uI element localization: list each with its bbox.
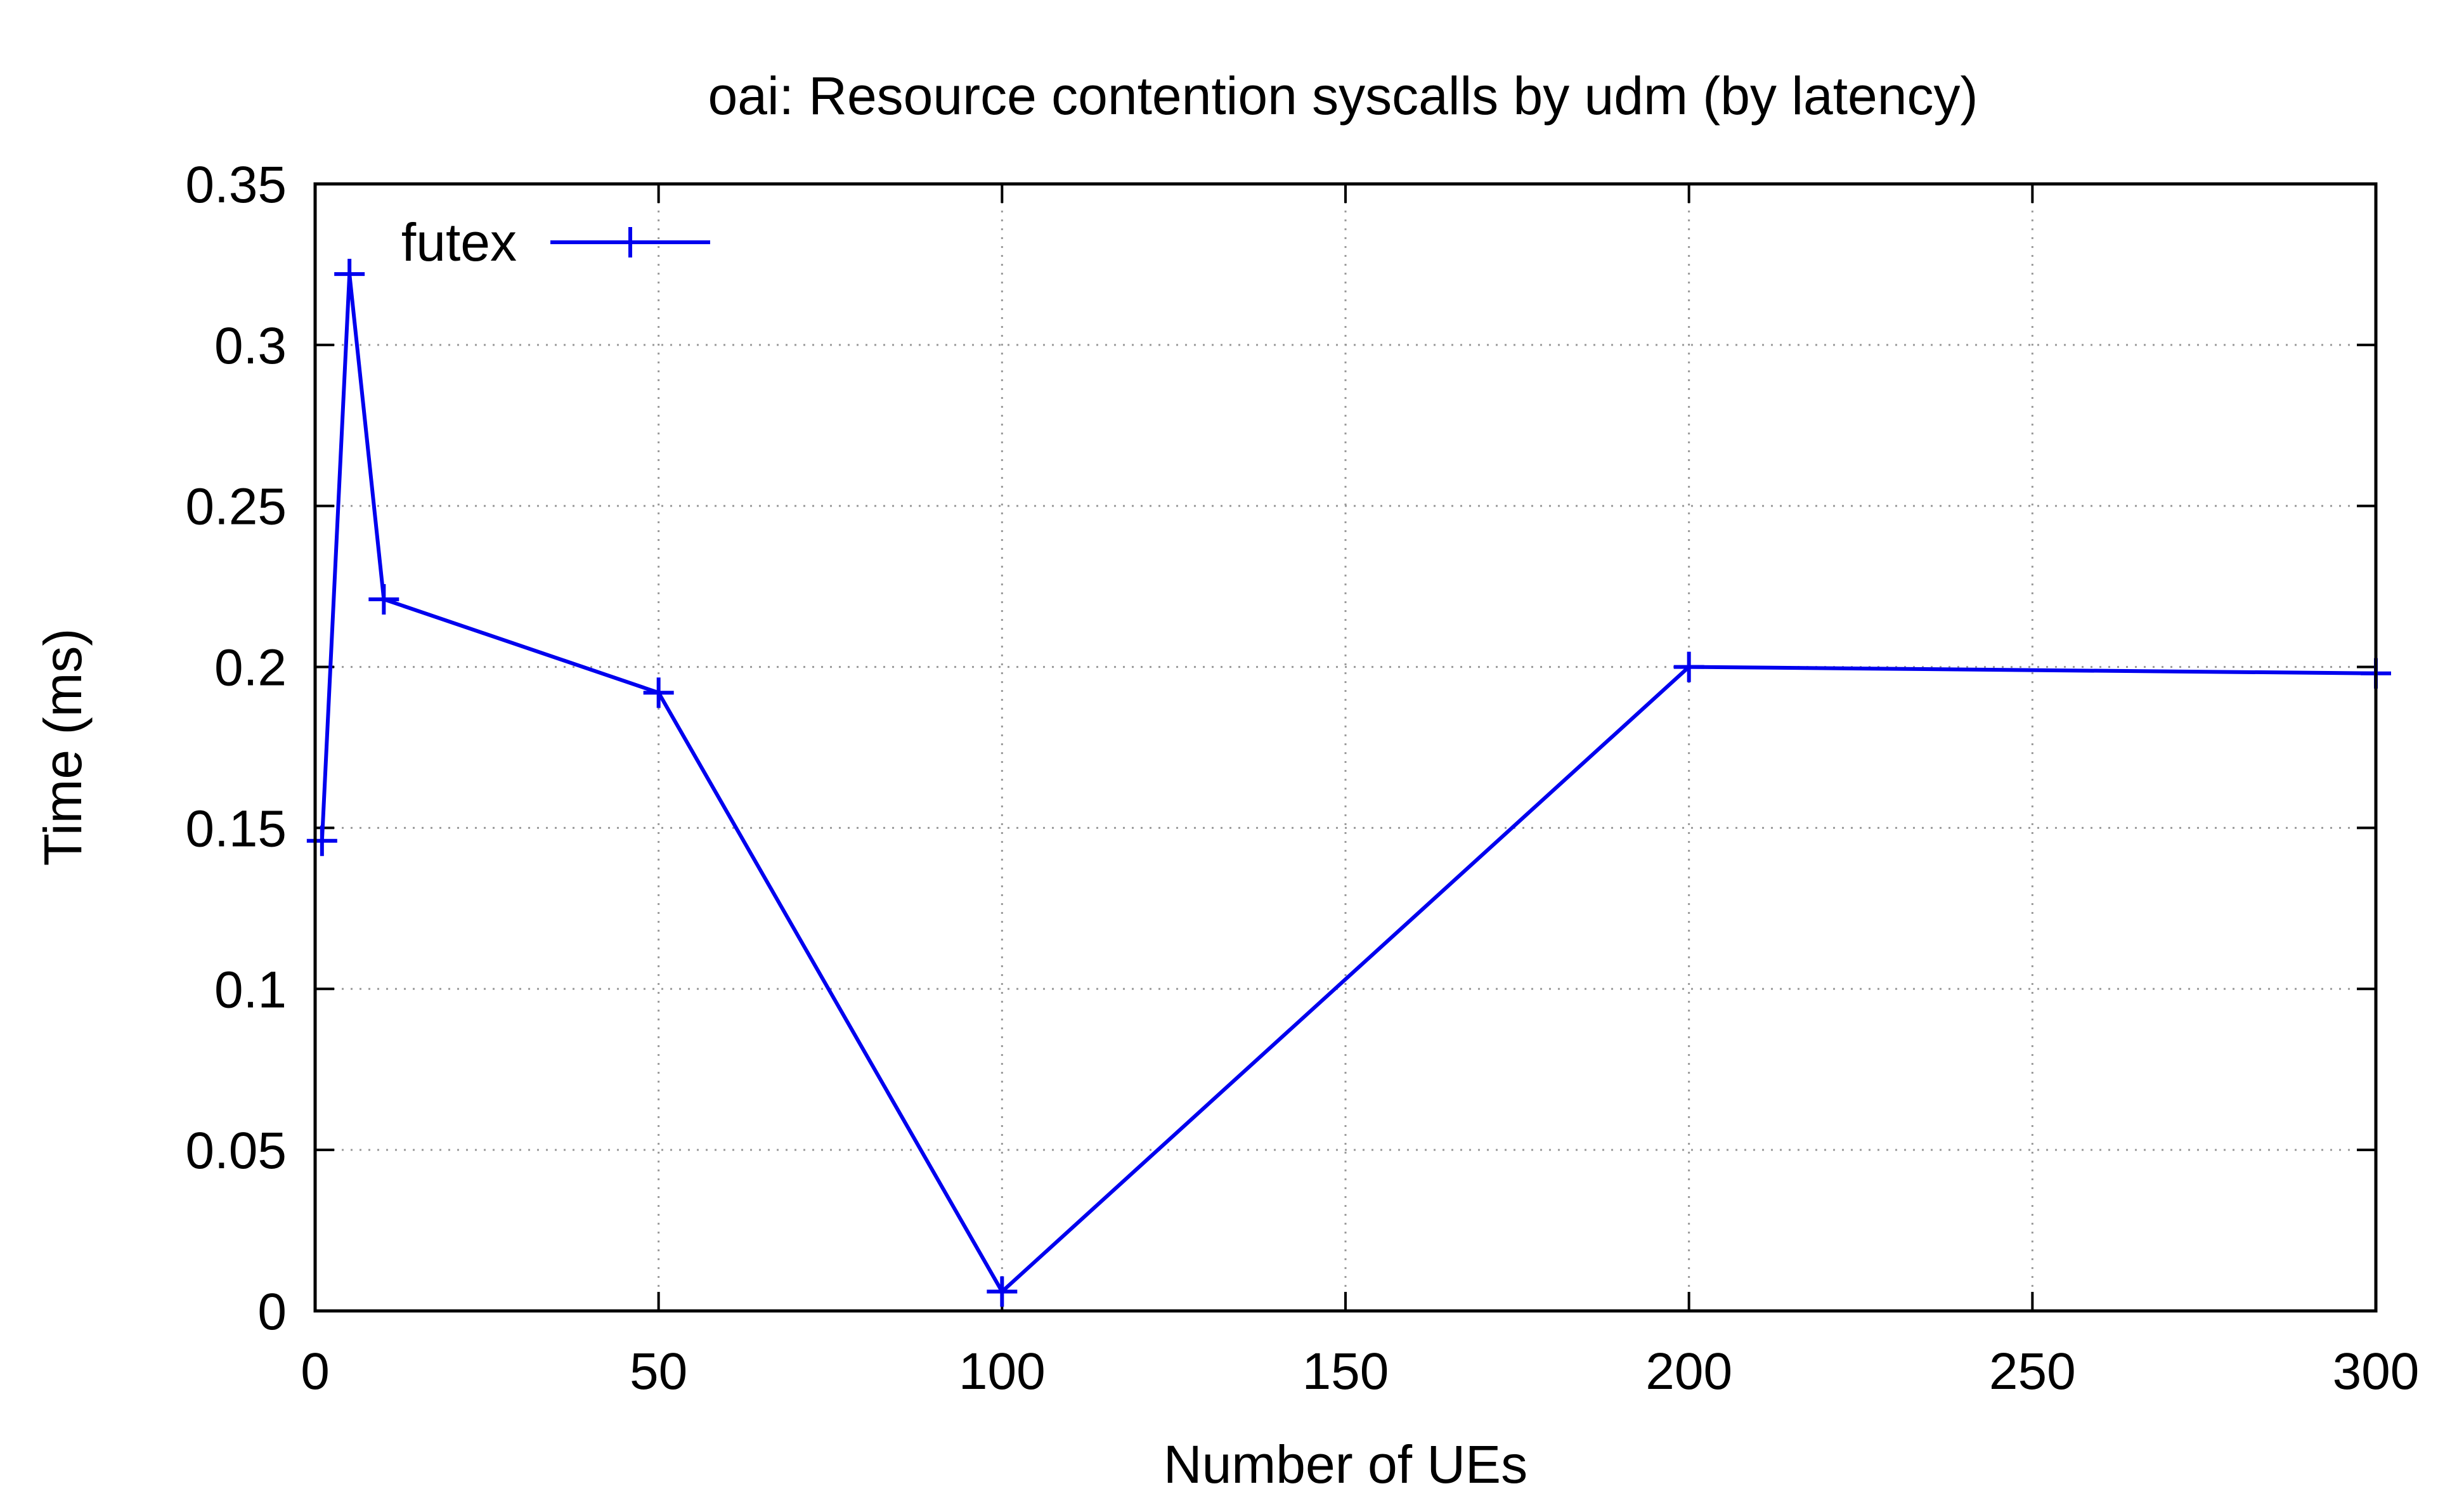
- data-point-futex: [368, 583, 399, 615]
- x-tick-label: 300: [2333, 1343, 2420, 1400]
- data-point-futex: [306, 825, 337, 856]
- plot-frame: [313, 182, 2378, 1313]
- y-axis-label: Time (ms): [33, 629, 93, 866]
- data-point-futex: [1673, 651, 1704, 682]
- y-tick-label: 0.25: [185, 478, 287, 536]
- gridlines: [315, 184, 2376, 1311]
- tick-labels: 0 0.05 0.1 0.15 0.2 0.25 0.3 0.35 0 50 100 150 200 25…: [185, 156, 2419, 1400]
- y-tick-label: 0.3: [214, 317, 287, 375]
- x-tick-label: 50: [630, 1343, 687, 1400]
- legend-marker-futex: [615, 227, 645, 257]
- x-tick-label: 0: [301, 1343, 330, 1400]
- data-point-futex: [643, 677, 674, 708]
- y-tick-label: 0.2: [214, 639, 287, 697]
- x-tick-label: 200: [1645, 1343, 1732, 1400]
- data-point-futex: [987, 1276, 1018, 1307]
- x-axis-label: Number of UEs: [1164, 1435, 1527, 1494]
- y-tick-label: 0.35: [185, 156, 287, 214]
- y-tick-label: 0: [257, 1283, 287, 1341]
- legend-label-futex: futex: [401, 212, 517, 272]
- y-tick-label: 0.1: [214, 961, 287, 1019]
- y-tick-label: 0.05: [185, 1122, 287, 1180]
- y-tick-label: 0.15: [185, 800, 287, 857]
- x-tick-label: 150: [1302, 1343, 1389, 1400]
- x-tick-label: 250: [1989, 1343, 2076, 1400]
- legend: futex: [401, 212, 710, 272]
- data-point-futex: [334, 259, 365, 290]
- chart-title: oai: Resource contention syscalls by udm…: [708, 66, 1978, 126]
- x-tick-label: 100: [959, 1343, 1046, 1400]
